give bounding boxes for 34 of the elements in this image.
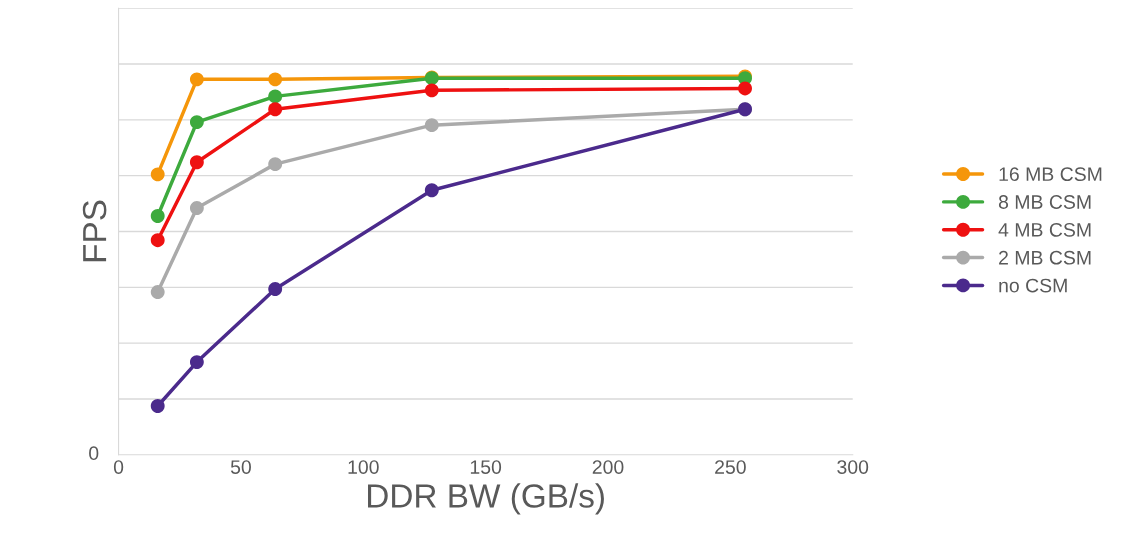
legend-label: 4 MB CSM: [998, 222, 1091, 237]
x-tick-label: 100: [348, 460, 379, 474]
legend-label: 8 MB CSM: [998, 195, 1091, 209]
x-tick-label: 150: [470, 460, 502, 474]
point: [150, 285, 165, 300]
x-tick-label: 300: [837, 460, 869, 474]
point: [738, 81, 752, 96]
point: [268, 102, 283, 117]
point: [189, 201, 204, 215]
point: [189, 72, 204, 87]
y-axis-title: FPS: [82, 200, 107, 262]
point: [424, 83, 439, 98]
point: [268, 72, 283, 87]
point: [189, 115, 204, 130]
point: [424, 183, 439, 198]
x-tick-label: 200: [592, 460, 624, 474]
point: [424, 118, 439, 133]
legend-label: no CSM: [999, 278, 1067, 293]
point: [268, 89, 283, 104]
x-axis-title: DDR BW (GB/s): [368, 483, 604, 515]
point: [150, 167, 165, 182]
point: [189, 355, 204, 370]
x-tick-label: 0: [113, 460, 124, 474]
x-tick-label: 50: [230, 460, 251, 474]
x-tick-label: 250: [715, 460, 746, 474]
legend-label: 16 MB CSM: [999, 167, 1102, 182]
point: [150, 399, 165, 413]
point: [150, 233, 165, 248]
point: [268, 282, 283, 296]
point: [150, 209, 165, 223]
text: 0: [89, 446, 99, 461]
legend-label: 2 MB CSM: [999, 250, 1091, 265]
point: [268, 157, 283, 172]
point: [189, 155, 204, 170]
